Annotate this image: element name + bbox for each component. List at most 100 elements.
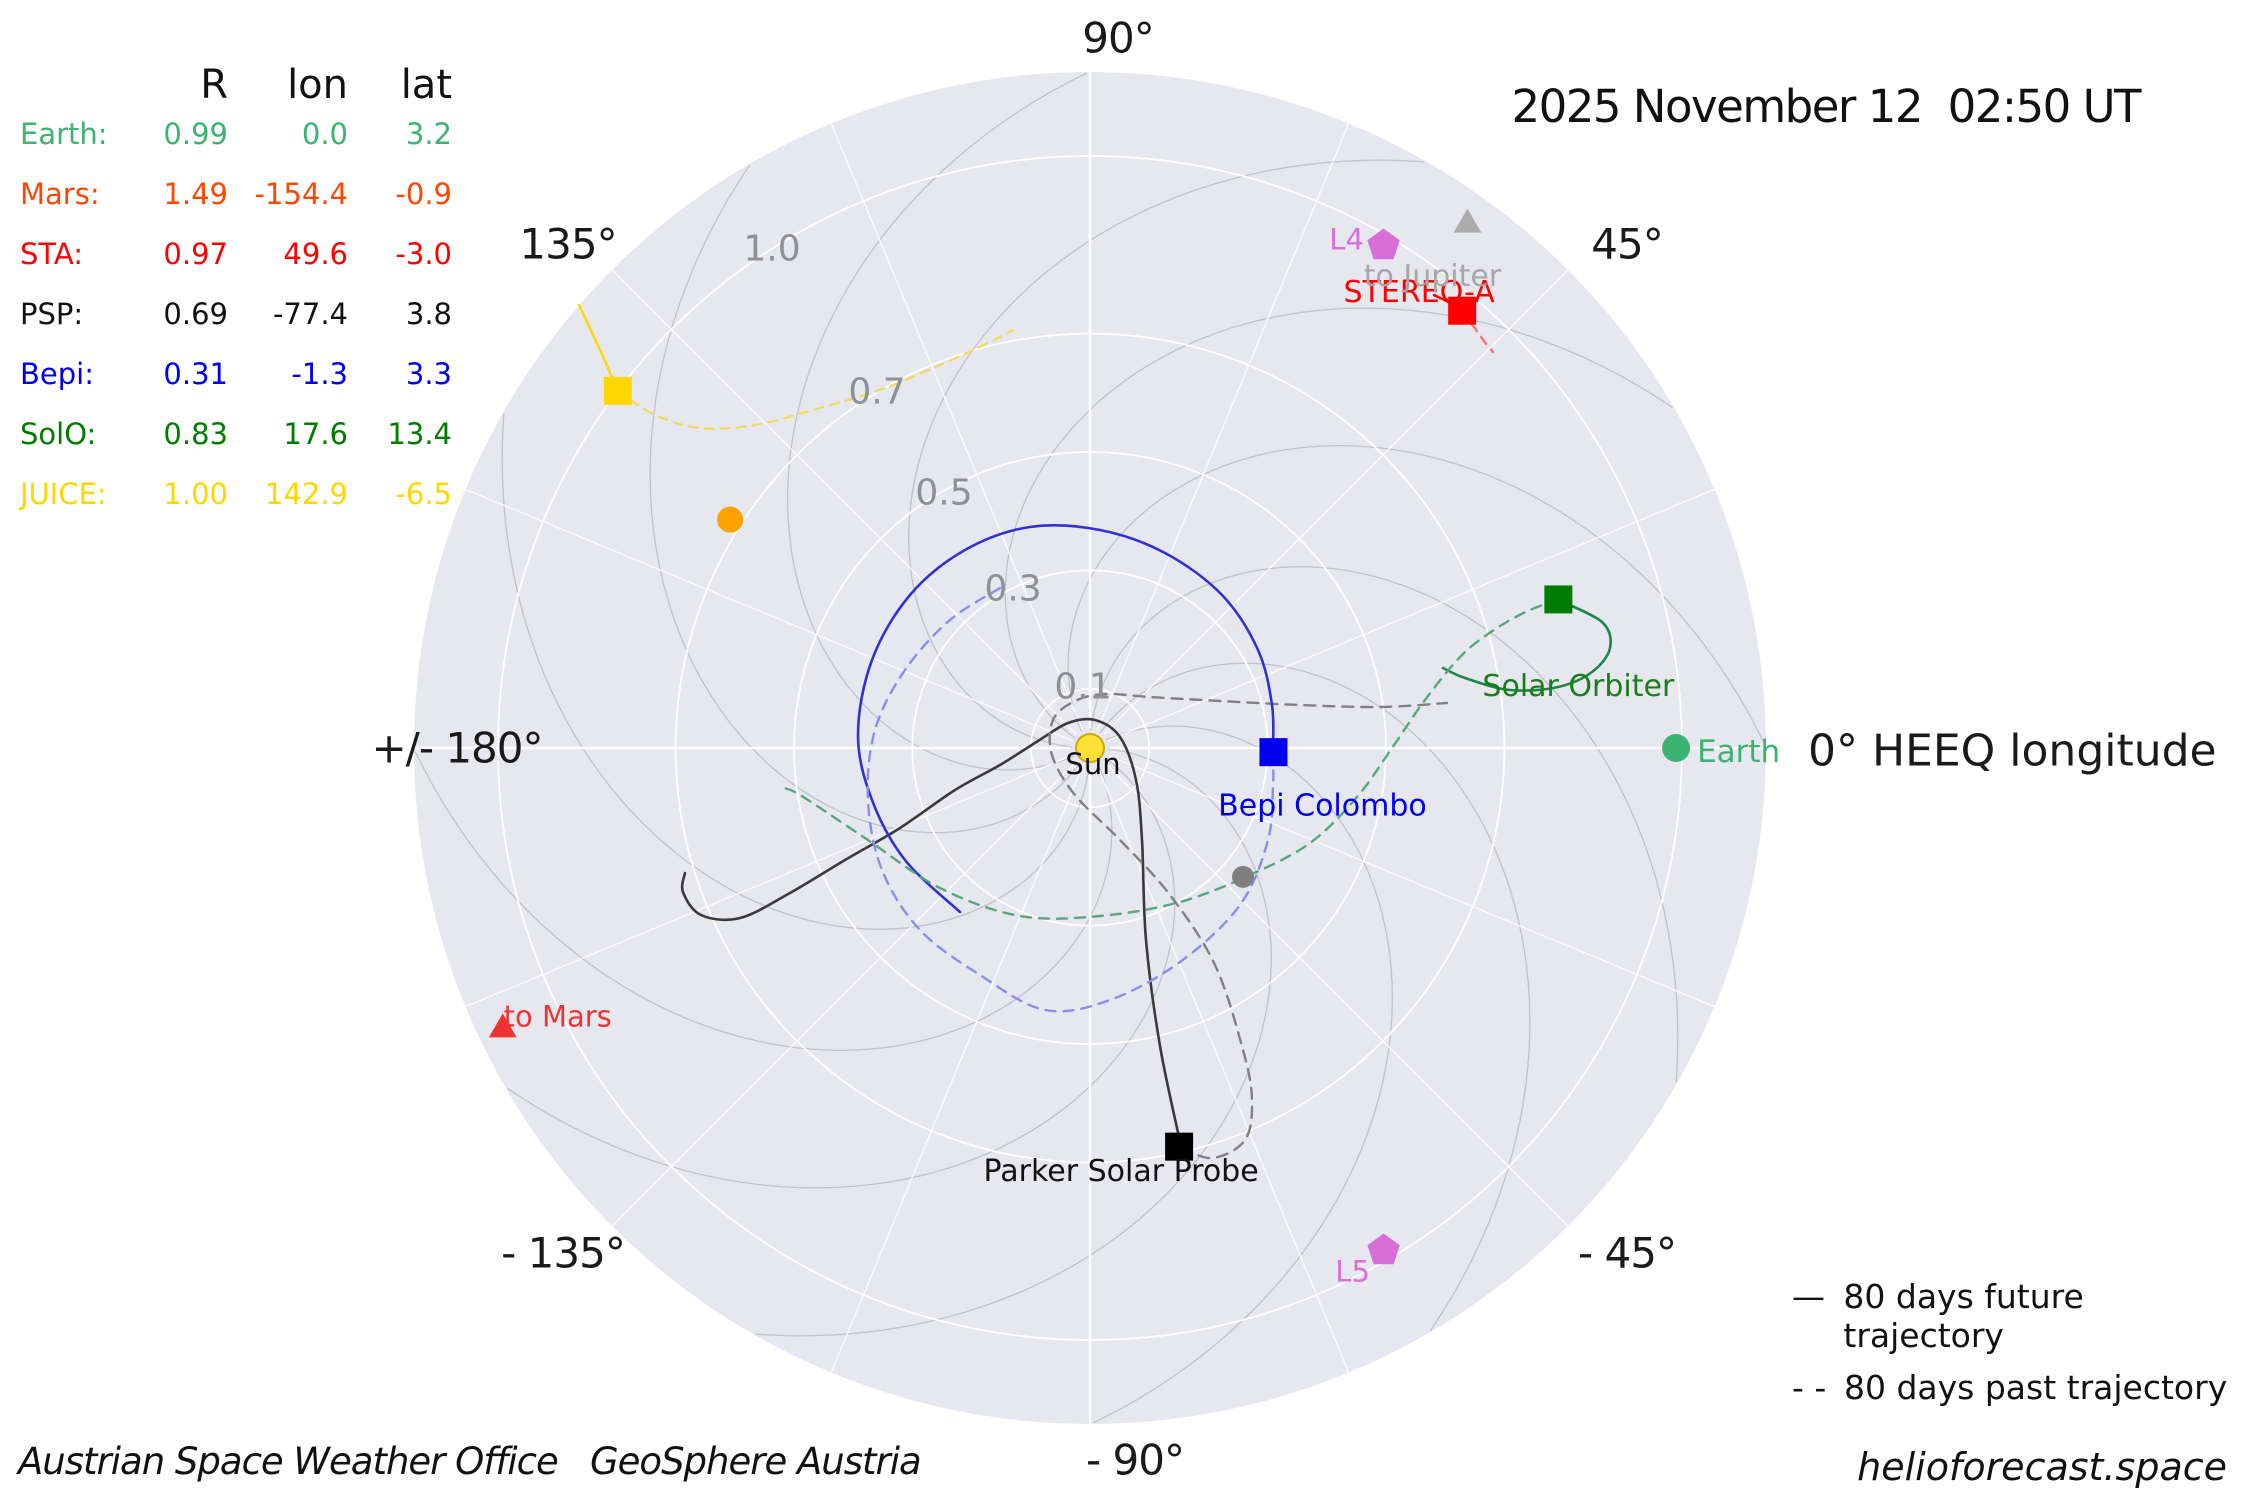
- longitude-tick-label: +/- 180°: [371, 724, 542, 773]
- grid-spoke: [611, 761, 1077, 1227]
- col-header-lon: lon: [287, 62, 348, 108]
- parker-spiral-line: [786, 72, 1087, 771]
- radius-tick-label: 0.3: [984, 569, 1041, 610]
- value-lon: 17.6: [283, 417, 348, 451]
- jupiter-direction-marker: [1453, 208, 1482, 233]
- website-credit: helioforecast.space: [1857, 1445, 2227, 1489]
- venus-marker: [717, 506, 744, 533]
- mars-direction-label: to Mars: [504, 1000, 612, 1034]
- datetime-label: 2025 November 12 02:50 UT: [1511, 80, 2141, 133]
- psp-marker: [1165, 1132, 1194, 1161]
- table-row-earth: Earth: 0.99 0.0 3.2: [20, 117, 452, 151]
- value-R: 0.31: [163, 357, 228, 391]
- parker-spiral-line: [1099, 662, 1531, 1332]
- mercury-marker: [1232, 865, 1255, 888]
- parker-spiral-line: [649, 164, 1081, 834]
- heeq-axis-label: 0° HEEQ longitude: [1808, 725, 2217, 776]
- solo-past-trajectory: [780, 598, 1560, 920]
- radius-tick-label: 1.0: [743, 229, 800, 270]
- earth-marker: [1662, 734, 1691, 762]
- row-label: Bepi:: [20, 357, 94, 391]
- psp-label: Parker Solar Probe: [984, 1154, 1259, 1189]
- sun-marker: [1075, 733, 1105, 763]
- l4-marker: [1367, 228, 1400, 260]
- solo-label: Solar Orbiter: [1482, 669, 1675, 704]
- longitude-tick-label: 45°: [1591, 220, 1662, 269]
- legend-label: 80 days past trajectory: [1844, 1368, 2228, 1407]
- bepi-future-trajectory: [856, 524, 1275, 914]
- table-row-juice: JUICE: 1.00 142.9 -6.5: [20, 477, 452, 511]
- table-row-bepi: Bepi: 0.31 -1.3 3.3: [20, 357, 452, 391]
- grid-spoke: [465, 488, 1073, 742]
- grid-spoke: [1103, 761, 1569, 1227]
- l4-label: L4: [1329, 223, 1364, 257]
- value-lon: 49.6: [283, 237, 348, 271]
- l5-label: L5: [1335, 1255, 1370, 1289]
- col-header-lat: lat: [400, 62, 452, 108]
- longitude-tick-label: - 90°: [1086, 1436, 1184, 1485]
- jupiter-direction-label: to Jupiter: [1364, 259, 1502, 294]
- table-row-sta: STA: 0.97 49.6 -3.0: [20, 237, 452, 271]
- value-lon: -77.4: [272, 297, 348, 331]
- grid-spoke: [1107, 488, 1715, 742]
- value-lat: -0.9: [395, 177, 452, 211]
- organization-credit: Austrian Space Weather Office GeoSphere …: [18, 1440, 922, 1483]
- row-label: PSP:: [20, 297, 84, 331]
- value-lon: 142.9: [264, 477, 348, 511]
- radius-tick-label: 0.5: [915, 473, 972, 514]
- value-lat: 3.8: [405, 297, 452, 331]
- dashed-line-icon: - -: [1792, 1368, 1827, 1407]
- bepi-past-trajectory: [866, 586, 1275, 1013]
- parker-spiral-line: [506, 757, 1176, 1189]
- bepi-marker: [1259, 738, 1288, 767]
- value-lon: -1.3: [291, 357, 348, 391]
- longitude-tick-label: - 135°: [501, 1229, 625, 1278]
- radius-tick-label: 0.7: [848, 372, 905, 413]
- value-R: 0.83: [163, 417, 228, 451]
- value-lon: 0.0: [301, 117, 348, 151]
- value-R: 1.49: [163, 177, 228, 211]
- sun-label: Sun: [1065, 747, 1120, 781]
- value-R: 0.97: [163, 237, 228, 271]
- l5-marker: [1367, 1233, 1400, 1265]
- grid-spoke: [1096, 765, 1350, 1373]
- table-row-solo: SolO: 0.83 17.6 13.4: [20, 417, 452, 451]
- grid-spoke: [830, 123, 1084, 731]
- stereo-a-label: STEREO-A: [1344, 275, 1496, 310]
- longitude-tick-label: - 45°: [1578, 1229, 1676, 1278]
- grid-spoke: [830, 765, 1084, 1373]
- value-lat: 13.4: [387, 417, 452, 451]
- solo-marker: [1544, 585, 1573, 614]
- legend-item-past: - - 80 days past trajectory: [1792, 1368, 2250, 1407]
- legend-label: 80 days future trajectory: [1843, 1277, 2084, 1355]
- table-header-row: R lon lat: [20, 62, 452, 108]
- solo-future-trajectory: [1441, 598, 1612, 692]
- row-label: STA:: [20, 237, 83, 271]
- trajectory-legend: — 80 days future trajectory - - 80 days …: [1792, 1277, 2250, 1420]
- grid-spoke: [465, 754, 1073, 1008]
- longitude-tick-label: 90°: [1082, 14, 1153, 63]
- grid-spoke: [1103, 269, 1569, 735]
- parker-spiral-line: [1093, 725, 1394, 1424]
- grid-spoke: [1096, 123, 1350, 731]
- parker-spiral-line: [1067, 444, 1766, 745]
- juice-marker: [603, 376, 632, 405]
- psp-past-trajectory: [1048, 692, 1449, 1160]
- table-row-psp: PSP: 0.69 -77.4 3.8: [20, 297, 452, 331]
- legend-item-future: — 80 days future trajectory: [1792, 1277, 2250, 1355]
- row-label: SolO:: [20, 417, 97, 451]
- row-label: Mars:: [20, 177, 100, 211]
- juice-past-trajectory: [616, 328, 1015, 430]
- grid-spoke: [611, 269, 1077, 735]
- bepi-label: Bepi Colombo: [1218, 789, 1427, 824]
- value-R: 0.69: [163, 297, 228, 331]
- grid-spoke: [1107, 754, 1715, 1008]
- value-lat: 3.2: [405, 117, 452, 151]
- mars-direction-marker: [488, 1013, 517, 1038]
- psp-future-trajectory: [680, 717, 1183, 1148]
- table-row-mars: Mars: 1.49 -154.4 -0.9: [20, 177, 452, 211]
- row-label: JUICE:: [20, 477, 107, 511]
- col-header-R: R: [200, 62, 228, 108]
